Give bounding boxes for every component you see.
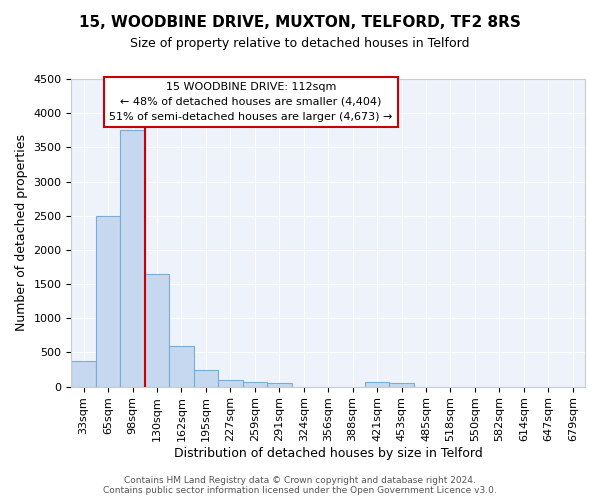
X-axis label: Distribution of detached houses by size in Telford: Distribution of detached houses by size … <box>174 447 482 460</box>
Bar <box>389 383 414 386</box>
Text: Contains HM Land Registry data © Crown copyright and database right 2024.
Contai: Contains HM Land Registry data © Crown c… <box>103 476 497 495</box>
Text: Size of property relative to detached houses in Telford: Size of property relative to detached ho… <box>130 38 470 51</box>
Bar <box>365 382 389 386</box>
Bar <box>145 274 169 386</box>
Bar <box>71 361 96 386</box>
Bar <box>218 380 242 386</box>
Bar <box>194 370 218 386</box>
Text: 15, WOODBINE DRIVE, MUXTON, TELFORD, TF2 8RS: 15, WOODBINE DRIVE, MUXTON, TELFORD, TF2… <box>79 15 521 30</box>
Bar <box>242 382 267 386</box>
Text: 15 WOODBINE DRIVE: 112sqm
← 48% of detached houses are smaller (4,404)
51% of se: 15 WOODBINE DRIVE: 112sqm ← 48% of detac… <box>109 82 393 122</box>
Bar <box>267 383 292 386</box>
Bar <box>121 130 145 386</box>
Bar <box>96 216 121 386</box>
Bar <box>169 346 194 387</box>
Y-axis label: Number of detached properties: Number of detached properties <box>15 134 28 332</box>
